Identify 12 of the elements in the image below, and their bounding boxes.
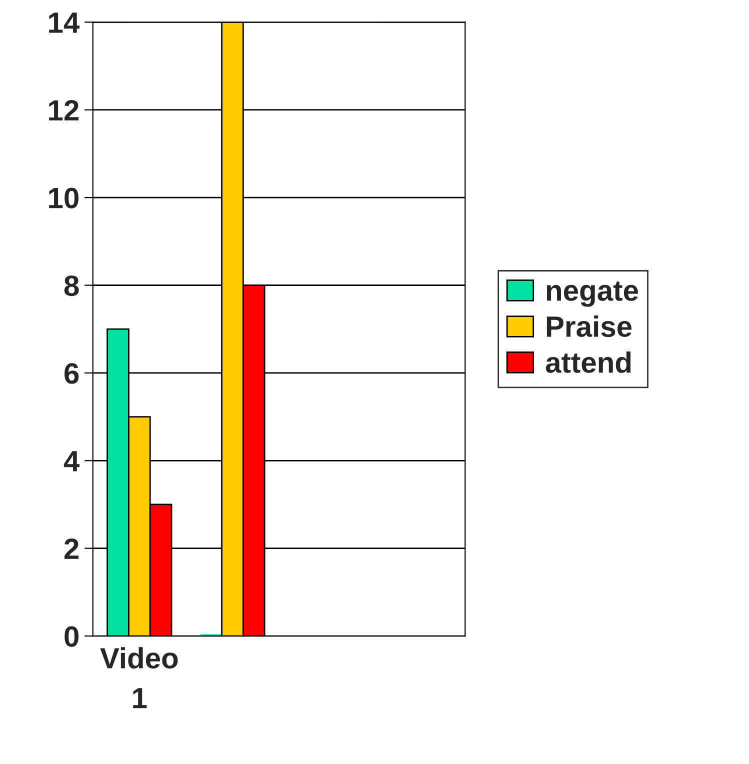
legend-label: negate <box>546 282 638 307</box>
x-tick-label: Video 1 <box>100 647 178 708</box>
y-tick-label: 10 <box>49 188 78 208</box>
y-tick-label: 4 <box>64 451 80 472</box>
legend-label: Praise <box>546 316 632 337</box>
y-tick-label: 12 <box>49 100 79 120</box>
y-tick-label: 0 <box>64 626 78 647</box>
legend-label: attend <box>546 352 631 373</box>
y-tick-label: 6 <box>64 363 79 384</box>
y-tick-label: 14 <box>49 12 80 33</box>
y-tick-label: 2 <box>64 538 79 559</box>
y-tick-label: 8 <box>64 275 79 296</box>
